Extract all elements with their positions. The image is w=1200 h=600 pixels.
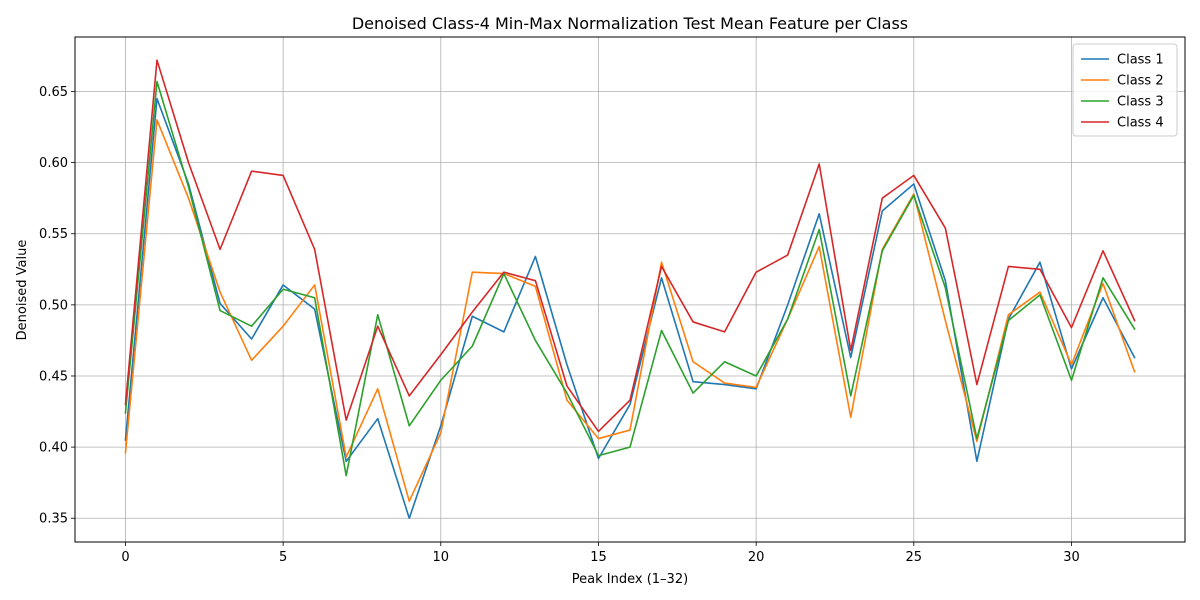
legend-label: Class 4: [1117, 116, 1164, 131]
y-tick-label: 0.60: [39, 156, 68, 171]
series-layer: [124, 59, 1136, 520]
x-tick-label: 20: [748, 550, 765, 565]
x-axis-title: Peak Index (1–32): [572, 572, 688, 587]
x-tick-label: 10: [433, 550, 450, 565]
x-tick-label: 0: [121, 550, 129, 565]
legend-label: Class 3: [1117, 95, 1164, 110]
series-line-class-2: [124, 119, 1136, 502]
series-line-class-3: [124, 80, 1136, 477]
y-axis-title: Denoised Value: [15, 240, 30, 341]
y-tick-label: 0.40: [39, 441, 68, 456]
y-tick-label: 0.50: [39, 298, 68, 313]
chart-title: Denoised Class-4 Min-Max Normalization T…: [352, 14, 908, 33]
legend-label: Class 2: [1117, 74, 1164, 89]
grid-lines: [75, 37, 1185, 542]
y-tick-label: 0.45: [39, 369, 68, 384]
legend-label: Class 1: [1117, 53, 1164, 68]
legend-box: [1072, 43, 1178, 137]
y-tick-label: 0.35: [39, 512, 68, 527]
y-tick-label: 0.65: [39, 85, 68, 100]
x-tick-label: 15: [590, 550, 607, 565]
x-tick-label: 30: [1063, 550, 1080, 565]
series-line-class-4: [124, 59, 1136, 433]
axis-ticks: 0 5 10 15 20 25 30 0.35 0.40 0.45 0.50 0.55 0.60 0.65: [39, 85, 1080, 565]
plot-frame: [74, 36, 1186, 543]
legend: Class 1 Class 2 Class 3 Class 4: [1072, 43, 1178, 137]
x-tick-label: 5: [279, 550, 287, 565]
y-tick-label: 0.55: [39, 227, 68, 242]
x-tick-label: 25: [906, 550, 923, 565]
